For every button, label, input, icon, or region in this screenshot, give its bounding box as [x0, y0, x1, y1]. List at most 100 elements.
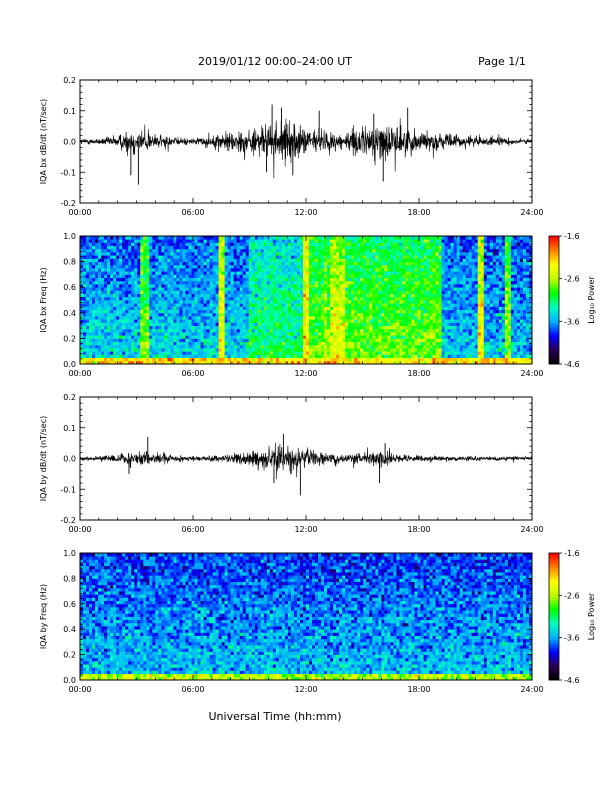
heatmap-cell [155, 255, 159, 259]
heatmap-cell [191, 245, 195, 250]
heatmap-cell [384, 360, 388, 365]
heatmap-cell [363, 277, 367, 282]
heatmap-cell [194, 248, 198, 253]
heatmap-cell [245, 248, 250, 253]
heatmap-cell [411, 296, 415, 301]
heatmap-cell [155, 341, 159, 346]
heatmap-cell [309, 344, 313, 349]
heatmap-cell [89, 290, 93, 294]
heatmap-cell [149, 245, 153, 250]
heatmap-cell [357, 268, 361, 272]
heatmap-cell [287, 300, 292, 304]
heatmap-cell [203, 280, 207, 285]
heatmap-cell [83, 258, 87, 262]
heatmap-cell [248, 360, 253, 365]
heatmap-cell [263, 287, 268, 291]
heatmap-cell [351, 316, 355, 320]
heatmap-cell [104, 242, 108, 246]
heatmap-cell [384, 354, 388, 358]
heatmap-cell [206, 338, 210, 342]
heatmap-cell [113, 341, 117, 346]
heatmap-cell [390, 354, 394, 358]
heatmap-cell [384, 341, 388, 346]
heatmap-cell [269, 236, 274, 240]
heatmap-cell [281, 296, 286, 301]
heatmap-cell [101, 338, 105, 342]
heatmap-cell [104, 287, 108, 291]
heatmap-cell [336, 303, 340, 307]
heatmap-cell [110, 290, 114, 294]
heatmap-cell [405, 303, 409, 307]
heatmap-cell [441, 312, 446, 317]
heatmap-cell [272, 306, 277, 310]
heatmap-cell [164, 268, 168, 272]
heatmap-cell [236, 354, 241, 358]
heatmap-cell [218, 354, 223, 358]
heatmap-cell [212, 264, 216, 269]
heatmap-cell [366, 322, 370, 326]
heatmap-cell [302, 325, 307, 330]
heatmap-cell [426, 277, 430, 282]
heatmap-cell [212, 312, 216, 317]
heatmap-cell [375, 290, 379, 294]
heatmap-cell [110, 348, 114, 352]
heatmap-cell [432, 319, 436, 323]
heatmap-cell [293, 344, 298, 349]
heatmap-cell [131, 290, 135, 294]
heatmap-cell [378, 264, 382, 269]
heatmap-cell [137, 271, 141, 275]
heatmap-cell [411, 335, 415, 339]
heatmap-cell [83, 306, 87, 310]
heatmap-cell [95, 332, 99, 336]
heatmap-cell [333, 258, 337, 262]
heatmap-cell [357, 341, 361, 346]
heatmap-cell [239, 236, 244, 240]
heatmap-cell [378, 360, 382, 365]
heatmap-cell [306, 306, 310, 310]
heatmap-cell [140, 274, 144, 278]
heatmap-cell [101, 300, 105, 304]
heatmap-cell [188, 306, 192, 310]
heatmap-cell [333, 325, 337, 330]
heatmap-cell [423, 271, 427, 275]
heatmap-cell [161, 277, 165, 282]
heatmap-cell [140, 261, 144, 266]
heatmap-cell [230, 354, 235, 358]
heatmap-cell [321, 309, 325, 314]
heatmap-cell [375, 271, 379, 275]
heatmap-cell [390, 348, 394, 352]
heatmap-cell [384, 325, 388, 330]
heatmap-cell [381, 290, 385, 294]
heatmap-cell [86, 357, 90, 362]
heatmap-cell [272, 332, 277, 336]
heatmap-cell [140, 242, 144, 246]
heatmap-cell [345, 248, 349, 253]
heatmap-cell [245, 312, 250, 317]
heatmap-cell [411, 322, 415, 326]
heatmap-cell [146, 360, 150, 365]
heatmap-cell [269, 328, 274, 333]
heatmap-cell [372, 290, 376, 294]
heatmap-cell [218, 325, 223, 330]
heatmap-cell [164, 360, 168, 365]
heatmap-cell [212, 274, 216, 278]
heatmap-cell [411, 338, 415, 342]
heatmap-cell [203, 290, 207, 294]
heatmap-cell [212, 268, 216, 272]
heatmap-cell [405, 277, 409, 282]
heatmap-cell [137, 261, 141, 266]
heatmap-cell [134, 300, 138, 304]
heatmap-cell [281, 306, 286, 310]
heatmap-cell [221, 284, 226, 288]
heatmap-cell [260, 245, 265, 250]
heatmap-cell [200, 236, 204, 240]
heatmap-cell [167, 332, 171, 336]
heatmap-cell [423, 306, 427, 310]
heatmap-cell [342, 274, 346, 278]
heatmap-cell [312, 338, 316, 342]
heatmap-cell [405, 322, 409, 326]
heatmap-cell [239, 284, 244, 288]
heatmap-cell [143, 274, 147, 278]
heatmap-cell [134, 293, 138, 298]
heatmap-cell [239, 325, 244, 330]
